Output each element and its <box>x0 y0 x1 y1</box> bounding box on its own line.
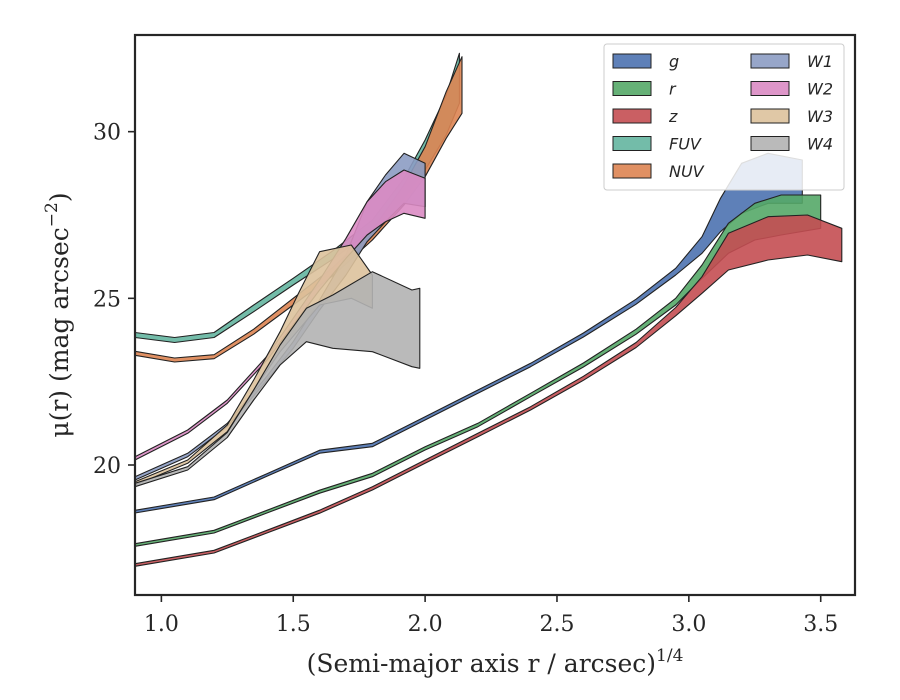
series-area-z <box>134 214 843 567</box>
legend: grz FUV NUV W1 W2 W3 W4 <box>603 43 845 191</box>
plot-frame <box>133 33 857 597</box>
legend-box <box>603 43 845 191</box>
series-area-w4 <box>134 271 421 488</box>
y-tick-label: 30 <box>93 121 121 146</box>
x-tick-label: 2.0 <box>408 612 443 637</box>
x-tick-label: 3.0 <box>671 612 706 637</box>
legend-swatch-z <box>612 108 652 124</box>
x-tick-label: 1.0 <box>144 612 179 637</box>
legend-swatch-r <box>612 81 652 96</box>
legend-label-g: g <box>669 52 679 71</box>
series-area-g <box>134 152 803 514</box>
legend-swatch-w1 <box>750 53 790 69</box>
legend-label-fuv: FUV <box>669 135 702 154</box>
axis-ticks: 1.0 1.5 2.0 2.5 3.0 3.5 20 25 30 <box>93 121 838 637</box>
legend-label-w4: W4 <box>807 135 833 154</box>
legend-swatch-g <box>612 53 652 69</box>
legend-swatch-nuv <box>612 163 652 179</box>
y-tick-label: 25 <box>93 287 121 312</box>
x-axis-title: (Semi-major axis r / arcsec)1/4 <box>307 646 684 678</box>
x-tick-label: 2.5 <box>539 612 574 637</box>
series-area-r <box>134 194 822 547</box>
legend-label-w3: W3 <box>807 107 833 126</box>
legend-label-nuv: NUV <box>669 162 705 181</box>
legend-label-w1: W1 <box>807 52 833 71</box>
legend-swatch-w2 <box>750 81 790 96</box>
legend-label-r: r <box>669 80 677 99</box>
y-tick-label: 20 <box>93 454 121 479</box>
x-tick-label: 3.5 <box>803 612 838 637</box>
legend-label-z: z <box>668 107 678 126</box>
x-tick-label: 1.5 <box>276 612 311 637</box>
legend-swatch-w4 <box>750 136 790 151</box>
legend-label-w2: W2 <box>807 80 833 99</box>
legend-swatch-w3 <box>750 108 790 124</box>
y-axis-title: μ(r) (mag arcsec−2) <box>42 192 74 437</box>
legend-swatch-fuv <box>612 136 652 151</box>
